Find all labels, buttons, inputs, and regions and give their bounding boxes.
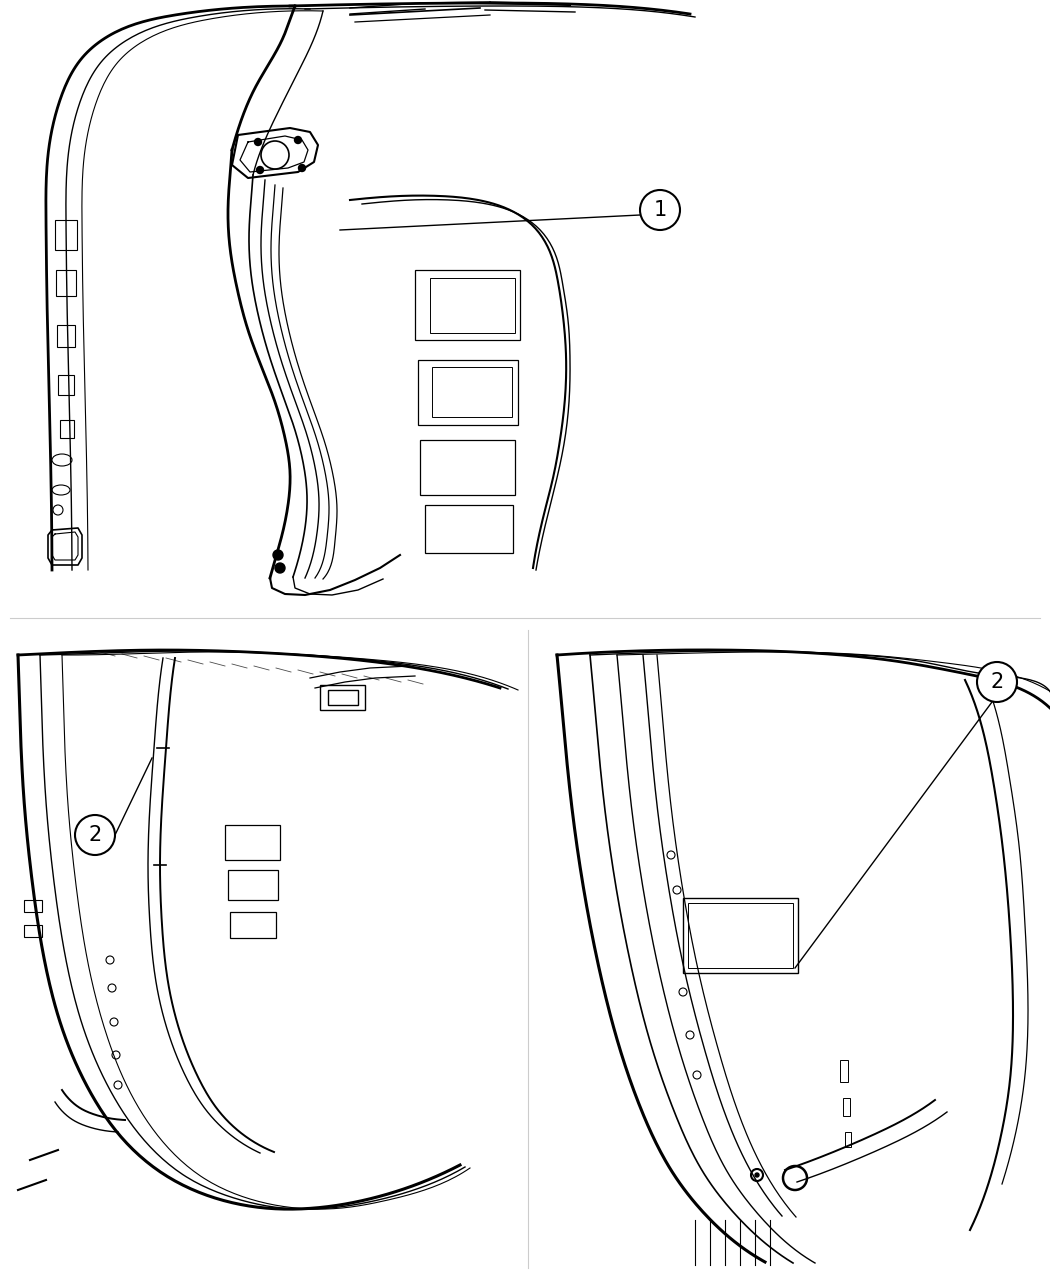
Bar xyxy=(845,1132,850,1148)
Bar xyxy=(58,375,74,395)
Bar xyxy=(320,685,365,710)
Bar xyxy=(60,419,74,439)
Bar xyxy=(225,825,280,861)
Circle shape xyxy=(294,136,301,144)
Bar xyxy=(24,900,42,912)
Circle shape xyxy=(976,662,1017,703)
Bar xyxy=(843,1098,851,1116)
Circle shape xyxy=(254,139,261,145)
Bar xyxy=(682,898,798,973)
Bar xyxy=(228,870,278,900)
Circle shape xyxy=(273,550,284,560)
Bar xyxy=(688,903,793,968)
Circle shape xyxy=(275,564,285,572)
Bar xyxy=(230,912,276,938)
Bar xyxy=(24,924,42,937)
Circle shape xyxy=(640,190,680,230)
Text: 1: 1 xyxy=(653,200,667,221)
Bar xyxy=(328,690,358,705)
Circle shape xyxy=(75,815,116,856)
Bar xyxy=(425,505,513,553)
Bar xyxy=(418,360,518,425)
Circle shape xyxy=(755,1173,759,1177)
Bar xyxy=(56,270,76,296)
Bar xyxy=(840,1060,848,1082)
Bar xyxy=(420,440,514,495)
Text: 2: 2 xyxy=(88,825,102,845)
Circle shape xyxy=(298,164,306,172)
Bar xyxy=(57,325,75,347)
Bar xyxy=(430,278,514,333)
Circle shape xyxy=(256,167,264,173)
Text: 2: 2 xyxy=(990,672,1004,692)
Bar xyxy=(415,270,520,340)
Bar xyxy=(432,367,512,417)
Bar xyxy=(55,221,77,250)
